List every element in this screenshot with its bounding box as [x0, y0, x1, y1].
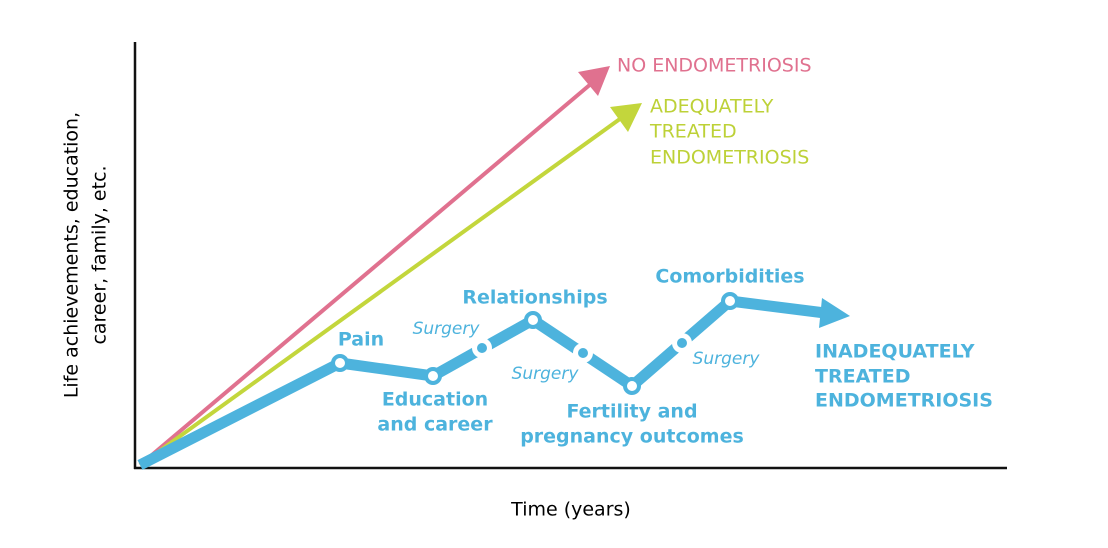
arrow-head: [578, 66, 610, 96]
curve-label: ENDOMETRIOSIS: [815, 390, 993, 412]
curve-label: INADEQUATELY: [815, 341, 975, 363]
y-axis-label: Life achievements, education, career, fa…: [61, 112, 111, 398]
arrow-head: [819, 298, 850, 328]
no-endometriosis-line: [138, 81, 594, 467]
event-label: pregnancy outcomes: [520, 426, 744, 448]
event-label: Comorbidities: [655, 266, 804, 288]
intervention-label: Surgery: [413, 319, 481, 339]
curve-label: ADEQUATELY: [650, 96, 774, 118]
event-label: Relationships: [462, 287, 607, 309]
arrow-head: [610, 103, 642, 132]
intervention-label: Surgery: [693, 349, 761, 369]
y-axis-label-line: career, family, etc.: [89, 165, 111, 344]
event-label: Fertility and: [566, 401, 697, 423]
event-label: Education: [382, 389, 488, 411]
curve-label: NO ENDOMETRIOSIS: [617, 55, 812, 77]
event-label: and career: [377, 414, 493, 436]
event-nodes: [331, 292, 739, 395]
intervention-label: Surgery: [512, 364, 580, 384]
surgery-gaps: [472, 333, 692, 363]
x-axis-label: Time (years): [510, 499, 631, 521]
curve-label: TREATED: [815, 366, 911, 388]
event-label: Pain: [338, 329, 384, 351]
curve-label: TREATED: [649, 121, 737, 143]
adequately-treated-line: [138, 114, 626, 467]
curve-label: ENDOMETRIOSIS: [650, 147, 809, 169]
y-axis-label-line: Life achievements, education,: [61, 112, 83, 398]
